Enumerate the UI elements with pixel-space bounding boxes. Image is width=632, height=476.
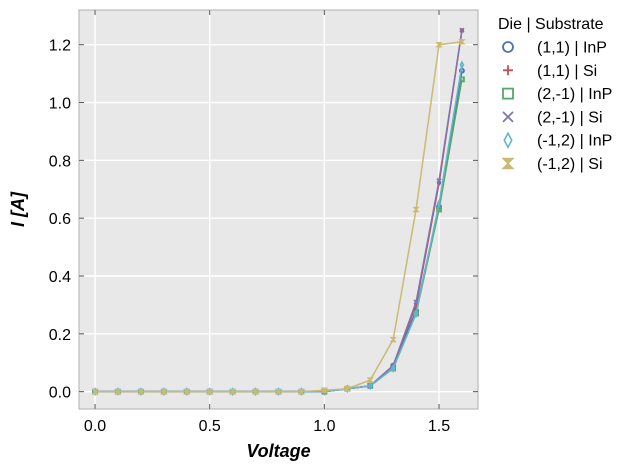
legend-label: (1,1) | InP [537, 40, 607, 57]
data-point [251, 388, 260, 395]
data-point [390, 364, 396, 374]
data-point [458, 39, 466, 45]
data-point [183, 388, 191, 395]
y-tick-label: 1.2 [49, 38, 71, 55]
data-point [412, 206, 420, 213]
legend-label: (2,-1) | InP [537, 86, 612, 103]
legend: Die | Substrate (1,1) | InP (1,1) | Si (2,-… [498, 16, 612, 173]
data-point [206, 388, 214, 395]
data-point [413, 309, 419, 319]
legend-item: (2,-1) | Si [502, 109, 603, 126]
x-axis-title: Voltage [246, 441, 310, 461]
legend-marker [503, 65, 513, 76]
y-tick-label: 0.2 [49, 327, 71, 344]
series-6 [91, 39, 466, 395]
y-tick-label: 0.0 [49, 385, 71, 402]
axes: 0.0 0.5 1.0 1.5 0.0 0.2 0.4 0.6 0.8 1.0 1.2 [49, 10, 478, 435]
data-point [114, 388, 122, 395]
legend-marker [503, 131, 513, 149]
data-point [459, 60, 465, 70]
x-tick-label: 1.5 [428, 418, 450, 435]
x-tick-label: 0.0 [84, 418, 106, 435]
data-point [366, 377, 374, 383]
legend-item: (1,1) | InP [502, 40, 607, 57]
data-point [343, 386, 351, 392]
legend-item: (2,-1) | InP [502, 86, 612, 103]
x-tick-label: 0.5 [199, 418, 221, 435]
data-point [436, 199, 442, 209]
legend-label: (2,-1) | Si [537, 109, 603, 126]
legend-marker [502, 111, 514, 123]
data-point [160, 388, 168, 395]
legend-marker [502, 87, 514, 100]
legend-item: (-1,2) | InP [503, 131, 612, 150]
legend-marker [502, 41, 514, 53]
x-tick-label: 1.0 [313, 418, 335, 435]
data-point [297, 388, 306, 395]
legend-label: (-1,2) | InP [537, 133, 612, 150]
legend-label: (-1,2) | Si [537, 156, 603, 173]
y-tick-label: 1.0 [49, 96, 71, 113]
data-point [367, 381, 373, 391]
data-point [91, 388, 99, 395]
data-point [435, 41, 443, 48]
data-point [228, 388, 237, 395]
data-point [320, 387, 329, 393]
data-point [389, 336, 397, 343]
y-tick-label: 0.6 [49, 211, 71, 228]
data-point [459, 27, 465, 33]
legend-marker [501, 157, 515, 170]
data-point [137, 388, 145, 395]
legend-label: (1,1) | Si [537, 63, 597, 80]
plot-area [78, 9, 479, 410]
series-group [91, 27, 466, 397]
legend-title: Die | Substrate [498, 16, 604, 33]
y-tick-label: 0.4 [49, 269, 71, 286]
legend-item: (-1,2) | Si [501, 156, 603, 173]
data-point [436, 177, 442, 184]
y-axis-title: I [A] [8, 191, 28, 227]
data-point [274, 388, 283, 395]
legend-item: (1,1) | Si [503, 63, 597, 80]
data-point [413, 299, 419, 305]
y-tick-label: 0.8 [49, 153, 71, 170]
